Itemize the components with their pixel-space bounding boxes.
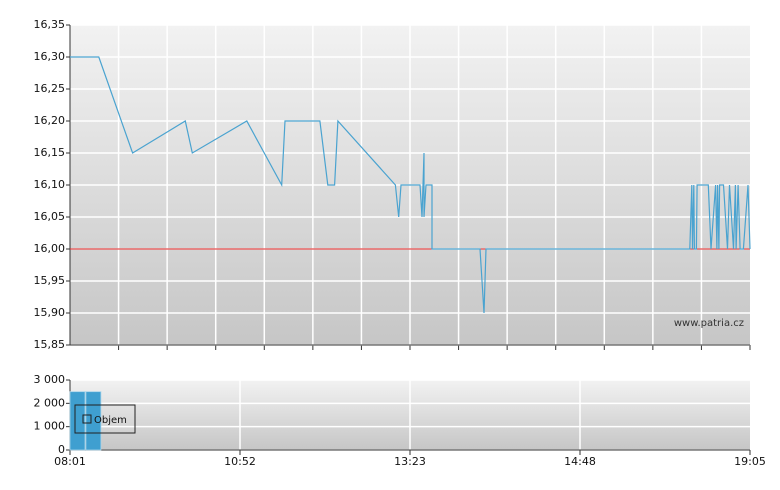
watermark: www.patria.cz [674, 318, 744, 329]
y-tick-label: 16,20 [34, 114, 66, 127]
x-tick-label: 14:48 [564, 455, 596, 468]
legend-label: Objem [94, 415, 127, 426]
y-tick-label: 16,35 [34, 18, 66, 31]
y-tick-label: 16,10 [34, 178, 66, 191]
y-tick-label: 1 000 [34, 420, 66, 433]
y-tick-label: 16,00 [34, 242, 66, 255]
volume-bar [69, 391, 86, 451]
y-tick-label: 15,90 [34, 306, 66, 319]
y-tick-label: 16,05 [34, 210, 66, 223]
price-line [70, 56, 751, 314]
x-tick-label: 19:05 [734, 455, 766, 468]
y-tick-label: 16,30 [34, 50, 66, 63]
y-tick-label: 16,15 [34, 146, 66, 159]
legend-box [74, 404, 136, 434]
y-tick-label: 15,95 [34, 274, 66, 287]
x-tick-label: 10:52 [224, 455, 256, 468]
legend-swatch [82, 414, 92, 424]
y-tick-label: 15,85 [34, 338, 66, 351]
x-tick-label: 13:23 [394, 455, 426, 468]
y-tick-label: 2 000 [34, 396, 66, 409]
y-tick-label: 16,25 [34, 82, 66, 95]
volume-bar [85, 391, 102, 451]
x-tick-label: 08:01 [54, 455, 86, 468]
y-tick-label: 0 [58, 443, 65, 456]
y-tick-label: 3 000 [34, 373, 66, 386]
